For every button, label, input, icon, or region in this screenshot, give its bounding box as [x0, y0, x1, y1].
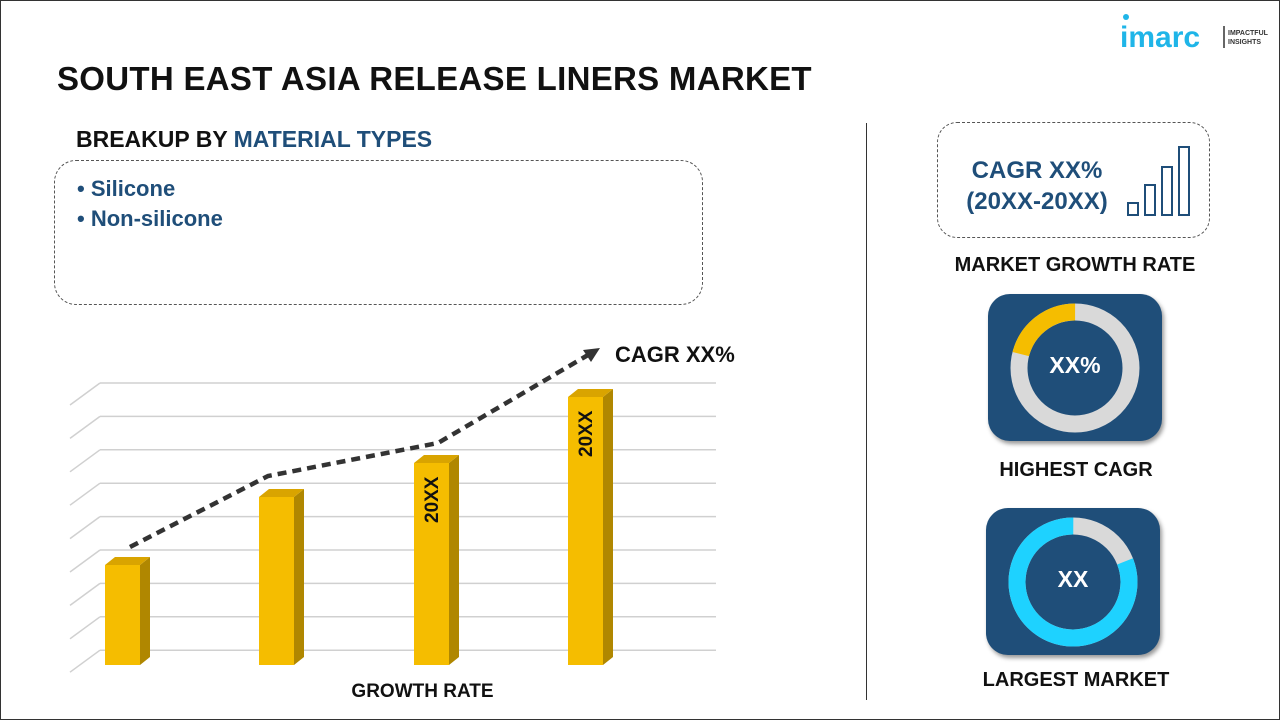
cagr-box: CAGR XX% (20XX-20XX) [937, 122, 1210, 238]
gridline-edge [69, 582, 101, 607]
bar-side [603, 389, 613, 665]
svg-text:IMPACTFUL: IMPACTFUL [1228, 30, 1269, 37]
bar-side [294, 489, 304, 665]
svg-text:INSIGHTS: INSIGHTS [1228, 39, 1261, 46]
bar-label: 20XX [422, 476, 443, 523]
bar-label: 20XX [576, 410, 597, 457]
bar-top [259, 489, 304, 497]
gridline-edge [69, 449, 101, 473]
breakup-highlight: MATERIAL TYPES [233, 126, 433, 152]
gridline-edge [69, 382, 101, 406]
market-growth-label: MARKET GROWTH RATE [954, 254, 1196, 276]
gridline-edge [69, 415, 101, 440]
cagr-line-2: (20XX-20XX) [966, 188, 1108, 215]
gridline-edge [69, 549, 101, 573]
bar-side [140, 557, 150, 665]
gridline-edge [69, 649, 101, 673]
list-item: • Silicone [77, 176, 176, 201]
bar-side [449, 455, 459, 665]
material-types-list: • Silicone • Non-silicone [54, 160, 703, 305]
bar [259, 497, 294, 665]
growth-chart: 20XX 20XX [69, 348, 716, 673]
list-item: • Non-silicone [77, 206, 223, 231]
bar-top [568, 389, 613, 397]
x-axis-label: GROWTH RATE [351, 681, 494, 702]
bar-chart-icon [1127, 146, 1190, 216]
bar [105, 565, 140, 665]
trend-line [128, 353, 590, 550]
ring-fill [1008, 517, 1138, 647]
bar [414, 463, 449, 665]
imarc-logo: imarc IMPACTFUL INSIGHTS [1120, 14, 1269, 52]
cagr-text: CAGR XX% (20XX-20XX) [952, 155, 1122, 217]
largest-market-tile: XX [986, 508, 1160, 655]
svg-text:imarc: imarc [1120, 21, 1200, 52]
cagr-label: CAGR XX% [615, 342, 735, 367]
highest-cagr-value: XX% [1049, 352, 1101, 378]
bar-top [414, 455, 459, 463]
ring-fill [1010, 303, 1140, 433]
arrow-head-icon [583, 348, 600, 362]
largest-market-value: XX [1057, 566, 1089, 592]
divider [866, 123, 867, 700]
page-title: SOUTH EAST ASIA RELEASE LINERS MARKET [57, 60, 812, 97]
donut-ring [1010, 303, 1140, 433]
highest-cagr-label: HIGHEST CAGR [999, 459, 1153, 481]
gridline-edge [69, 616, 101, 640]
gridline-edge [69, 482, 101, 506]
bar-top [105, 557, 150, 565]
breakup-heading: BREAKUP BY MATERIAL TYPES [76, 126, 432, 153]
cagr-line-1: CAGR XX% [971, 157, 1103, 184]
bar [568, 397, 603, 665]
largest-market-label: LARGEST MARKET [982, 669, 1170, 691]
highest-cagr-tile: XX% [988, 294, 1162, 441]
breakup-prefix: BREAKUP BY [76, 126, 234, 152]
gridline-edge [69, 515, 101, 540]
donut-ring [1008, 517, 1138, 647]
